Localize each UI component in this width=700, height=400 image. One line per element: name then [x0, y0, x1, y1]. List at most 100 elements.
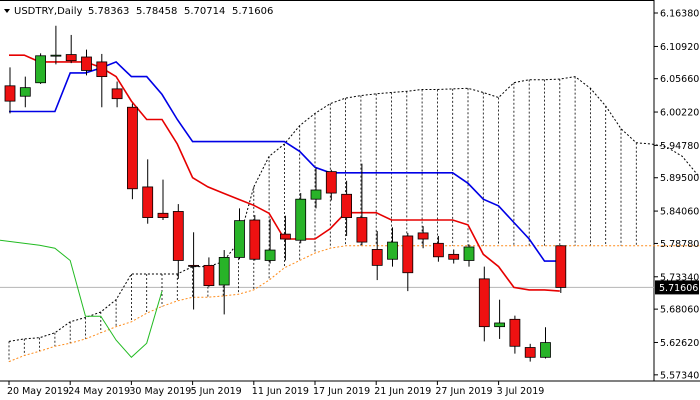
timeframe-label: ,Daily — [54, 6, 83, 17]
candle — [540, 327, 551, 359]
candle — [432, 235, 444, 262]
x-tick-label: 21 Jun 2019 — [374, 386, 431, 397]
candle-body — [19, 87, 31, 97]
candle — [35, 53, 46, 84]
candle — [295, 193, 307, 244]
ohlc-low: 5.70714 — [184, 6, 225, 17]
candle-body — [111, 88, 123, 100]
candle — [478, 266, 490, 342]
candle-body — [494, 322, 506, 328]
candle-body — [249, 219, 261, 260]
candle — [81, 49, 92, 76]
y-tick-label: 6.16380 — [660, 9, 699, 20]
candle — [448, 249, 460, 264]
candle — [264, 218, 276, 264]
ohlc-high: 5.78458 — [136, 6, 177, 17]
x-tick-label: 30 May 2019 — [129, 386, 191, 397]
candle-body — [295, 198, 307, 241]
symbol-label: USDTRY — [14, 6, 55, 17]
candle-body — [463, 246, 475, 261]
candle — [157, 179, 169, 221]
candle-body — [524, 347, 536, 358]
candle — [172, 204, 184, 279]
candle-body — [188, 264, 200, 267]
candle-body — [127, 106, 138, 190]
candle — [203, 257, 215, 287]
candle-body — [218, 257, 230, 286]
candle-body — [371, 249, 383, 266]
y-tick-label: 6.10920 — [660, 42, 699, 53]
candle — [19, 76, 31, 108]
candle — [142, 159, 154, 224]
info-header: USDTRY ,Daily 5.78363 5.78458 5.70714 5.… — [4, 6, 273, 17]
candle-body — [402, 235, 414, 274]
x-tick-label: 27 Jun 2019 — [435, 386, 492, 397]
candle — [279, 215, 291, 261]
y-tick-label: 5.78780 — [660, 239, 699, 250]
candle — [463, 244, 475, 267]
candle-body — [341, 193, 353, 218]
candle-body — [4, 85, 16, 102]
candle — [310, 167, 322, 209]
candles — [4, 25, 567, 362]
candle-body — [325, 171, 337, 194]
grid-layer — [0, 0, 700, 382]
chikou-span-line — [0, 239, 163, 359]
x-tick-label: 24 May 2019 — [68, 386, 130, 397]
candle — [387, 227, 398, 267]
y-tick-label: 5.73340 — [660, 272, 699, 283]
candle-body — [555, 245, 567, 288]
candle — [218, 250, 230, 315]
candle-body — [478, 278, 490, 328]
y-tick-label: 5.89500 — [660, 173, 699, 184]
y-tick-label: 5.84060 — [660, 207, 699, 218]
candle-body — [172, 211, 184, 261]
candle — [524, 343, 536, 362]
candle — [4, 67, 16, 114]
candle-body — [310, 189, 322, 200]
candle-body — [35, 55, 46, 84]
candle-body — [417, 232, 429, 240]
y-tick-label: 5.62620 — [660, 338, 699, 349]
candle — [402, 232, 414, 292]
ohlc-close: 5.71606 — [232, 6, 273, 17]
candle-body — [50, 54, 62, 57]
candle-body — [356, 217, 368, 243]
candle — [234, 208, 245, 260]
collapse-triangle-icon[interactable] — [4, 9, 10, 13]
candle — [371, 231, 383, 281]
x-tick-label: 20 May 2019 — [7, 386, 69, 397]
candle-body — [264, 249, 276, 261]
candle — [509, 315, 521, 354]
candle-body — [448, 253, 460, 260]
candle — [249, 215, 261, 261]
y-tick-label: 5.94780 — [660, 141, 699, 152]
candle — [65, 34, 77, 64]
candle — [96, 53, 108, 108]
candle-body — [509, 318, 521, 347]
candle — [127, 103, 138, 200]
current-price-label: 5.71606 — [659, 283, 698, 294]
candle — [555, 245, 567, 293]
candle-body — [157, 212, 169, 218]
candle — [341, 180, 353, 236]
candle-body — [65, 54, 77, 62]
candle-body — [81, 56, 92, 71]
axes: 6.16380 6.10920 6.05660 6.00220 5.94780 5.895… — [7, 9, 699, 398]
candle-body — [234, 220, 245, 258]
y-tick-label: 6.00220 — [660, 108, 699, 119]
candle — [111, 81, 123, 108]
ohlc-open: 5.78363 — [88, 6, 129, 17]
y-tick-label: 5.57340 — [660, 370, 699, 381]
y-tick-label: 5.68060 — [660, 305, 699, 316]
candle — [325, 169, 337, 201]
y-tick-label: 6.05660 — [660, 74, 699, 85]
candle-body — [432, 242, 444, 258]
candle — [417, 226, 429, 249]
current-price-badge — [655, 280, 699, 295]
senkou-span-a-line — [8, 245, 700, 363]
candle — [494, 299, 506, 339]
candle-body — [142, 186, 154, 218]
